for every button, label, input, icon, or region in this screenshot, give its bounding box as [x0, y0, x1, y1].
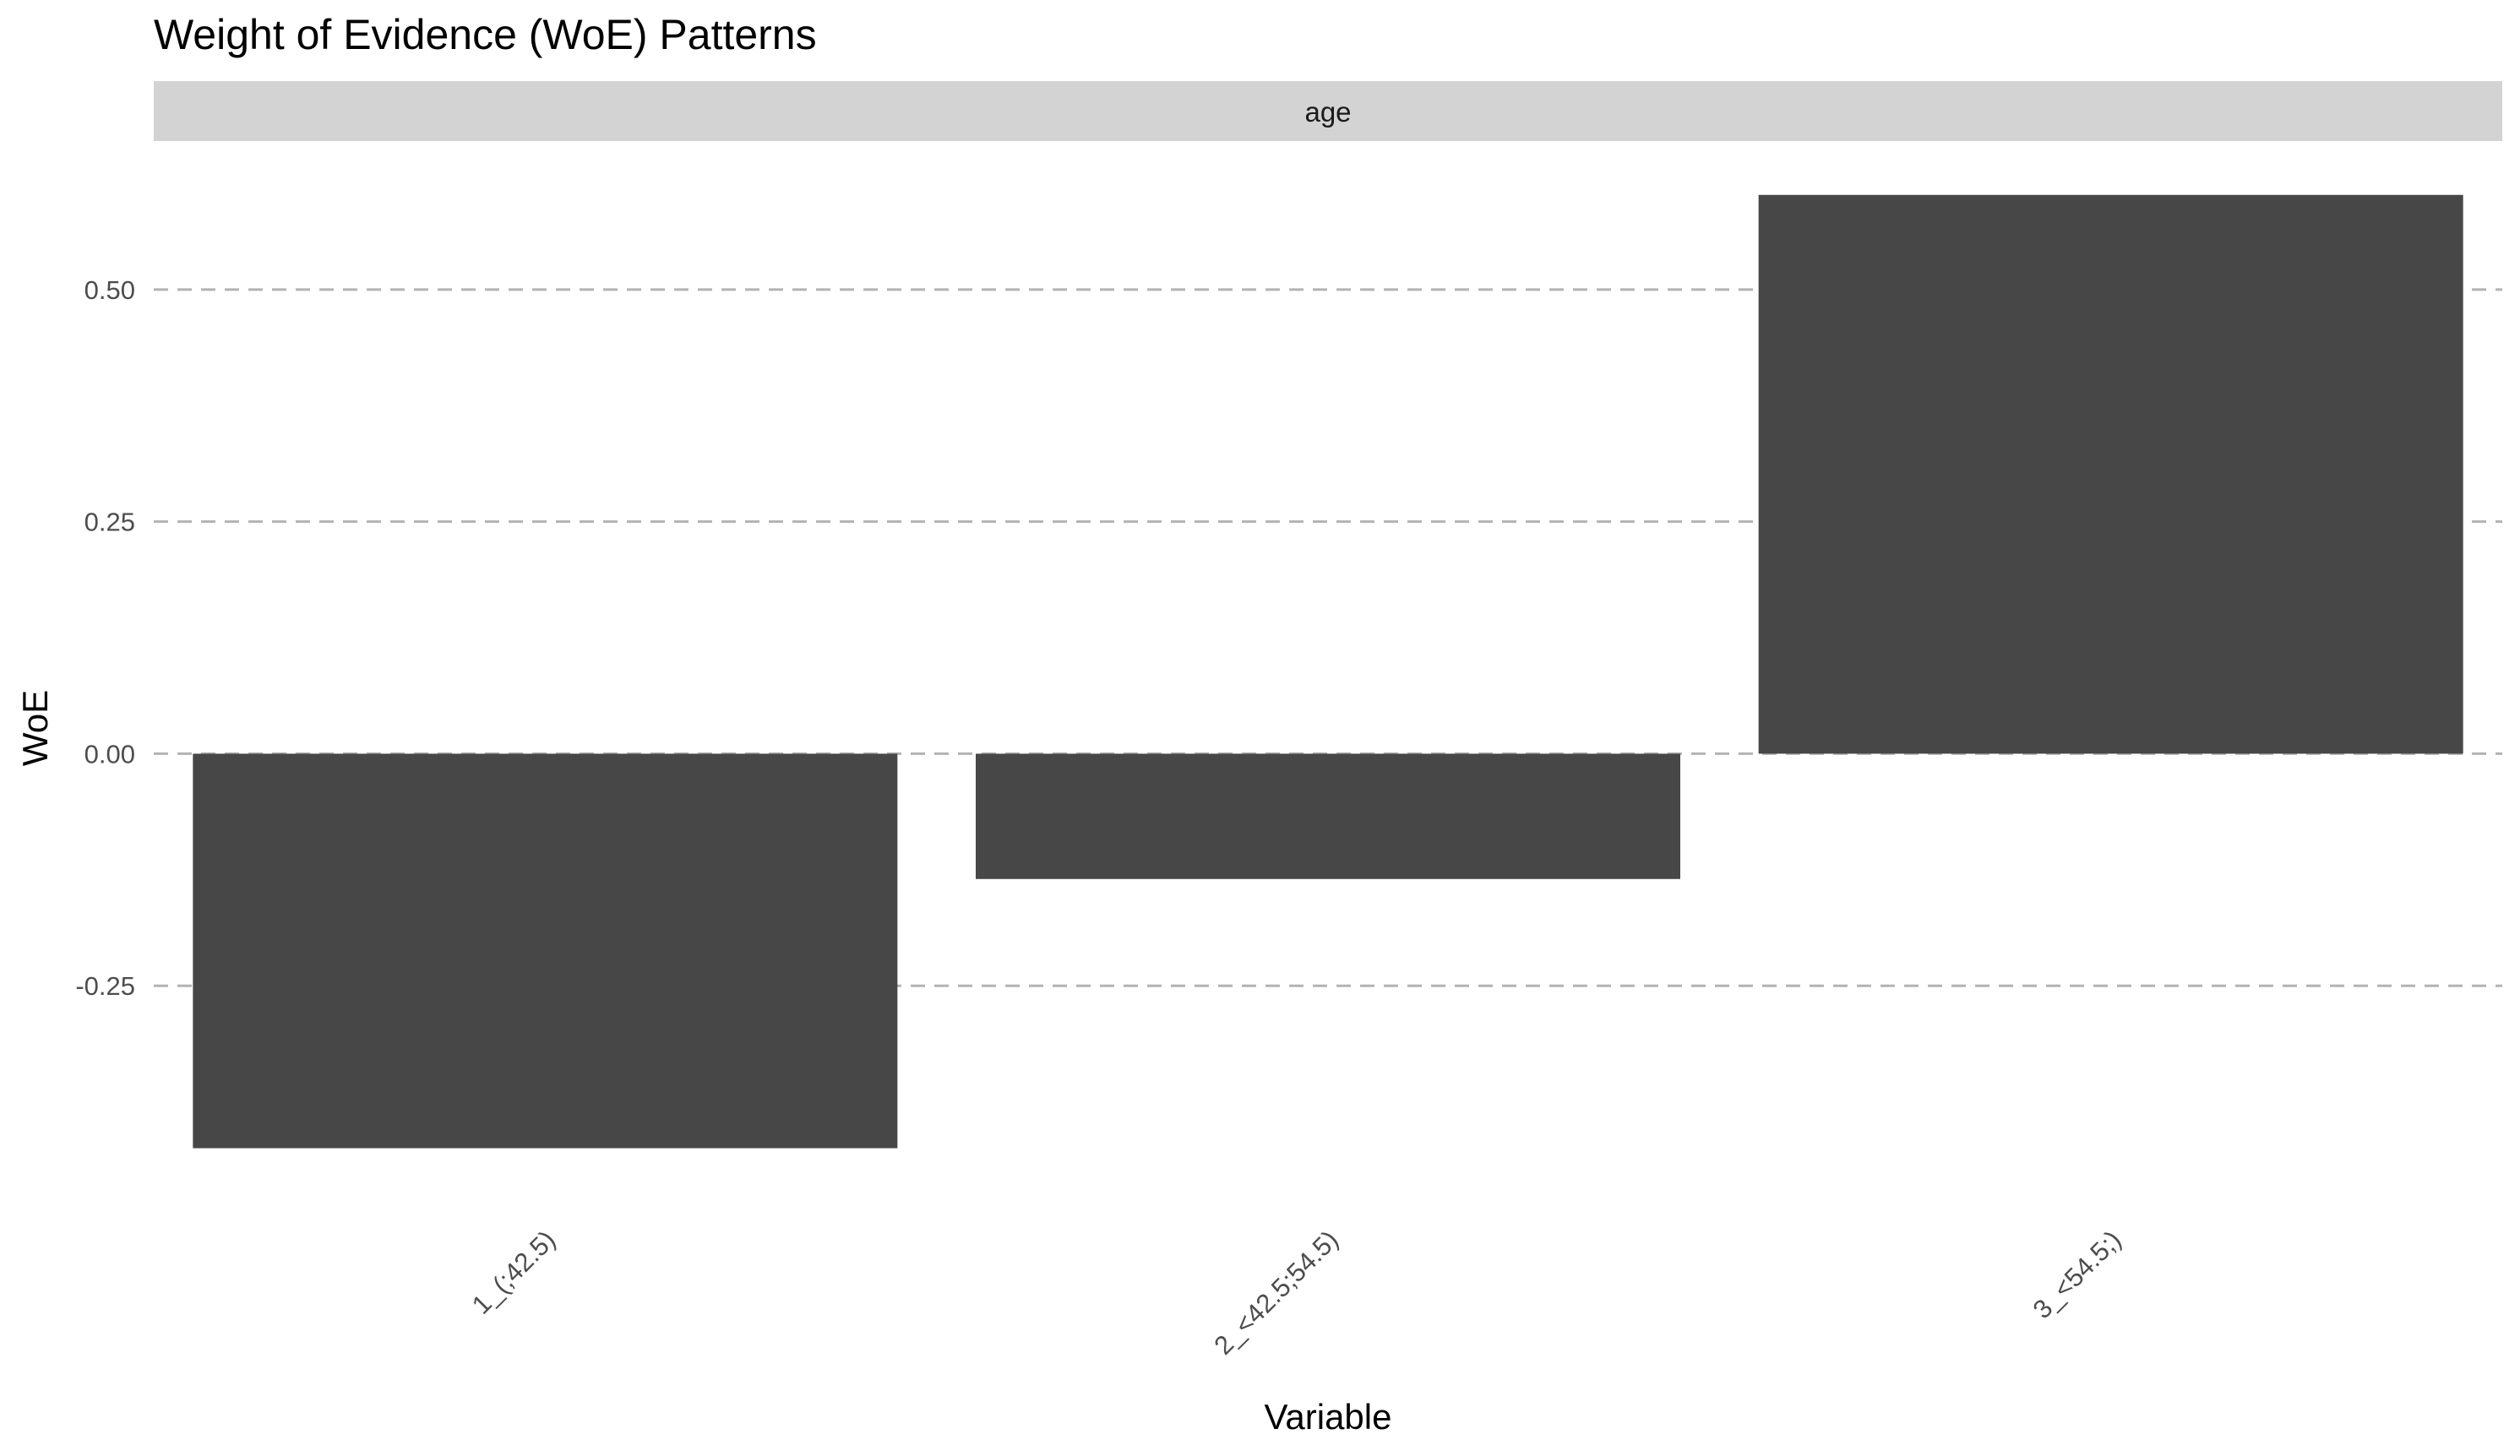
chart-title: Weight of Evidence (WoE) Patterns	[154, 11, 817, 58]
y-tick-labels: -0.25 0.00 0.25 0.50	[75, 275, 135, 1001]
facet-label: age	[1304, 96, 1351, 128]
y-axis-title: WoE	[15, 690, 55, 766]
x-axis-title: Variable	[1265, 1397, 1392, 1437]
y-tick-label: 0.00	[84, 739, 135, 769]
x-tick-labels: 1_(;42.5) 2_<42.5;54.5) 3_<54.5;)	[466, 1225, 2127, 1361]
bars	[193, 194, 2463, 1149]
y-tick-label: 0.25	[84, 508, 135, 537]
x-tick-label: 1_(;42.5)	[466, 1225, 561, 1319]
x-tick-label: 3_<54.5;)	[2027, 1225, 2127, 1324]
facet-strip	[154, 81, 2502, 141]
x-tick-label: 2_<42.5;54.5)	[1208, 1225, 1344, 1361]
bar	[976, 753, 1680, 879]
y-tick-label: 0.50	[84, 275, 135, 305]
bar	[1758, 194, 2463, 754]
bar	[193, 753, 898, 1149]
y-tick-label: -0.25	[75, 971, 135, 1001]
